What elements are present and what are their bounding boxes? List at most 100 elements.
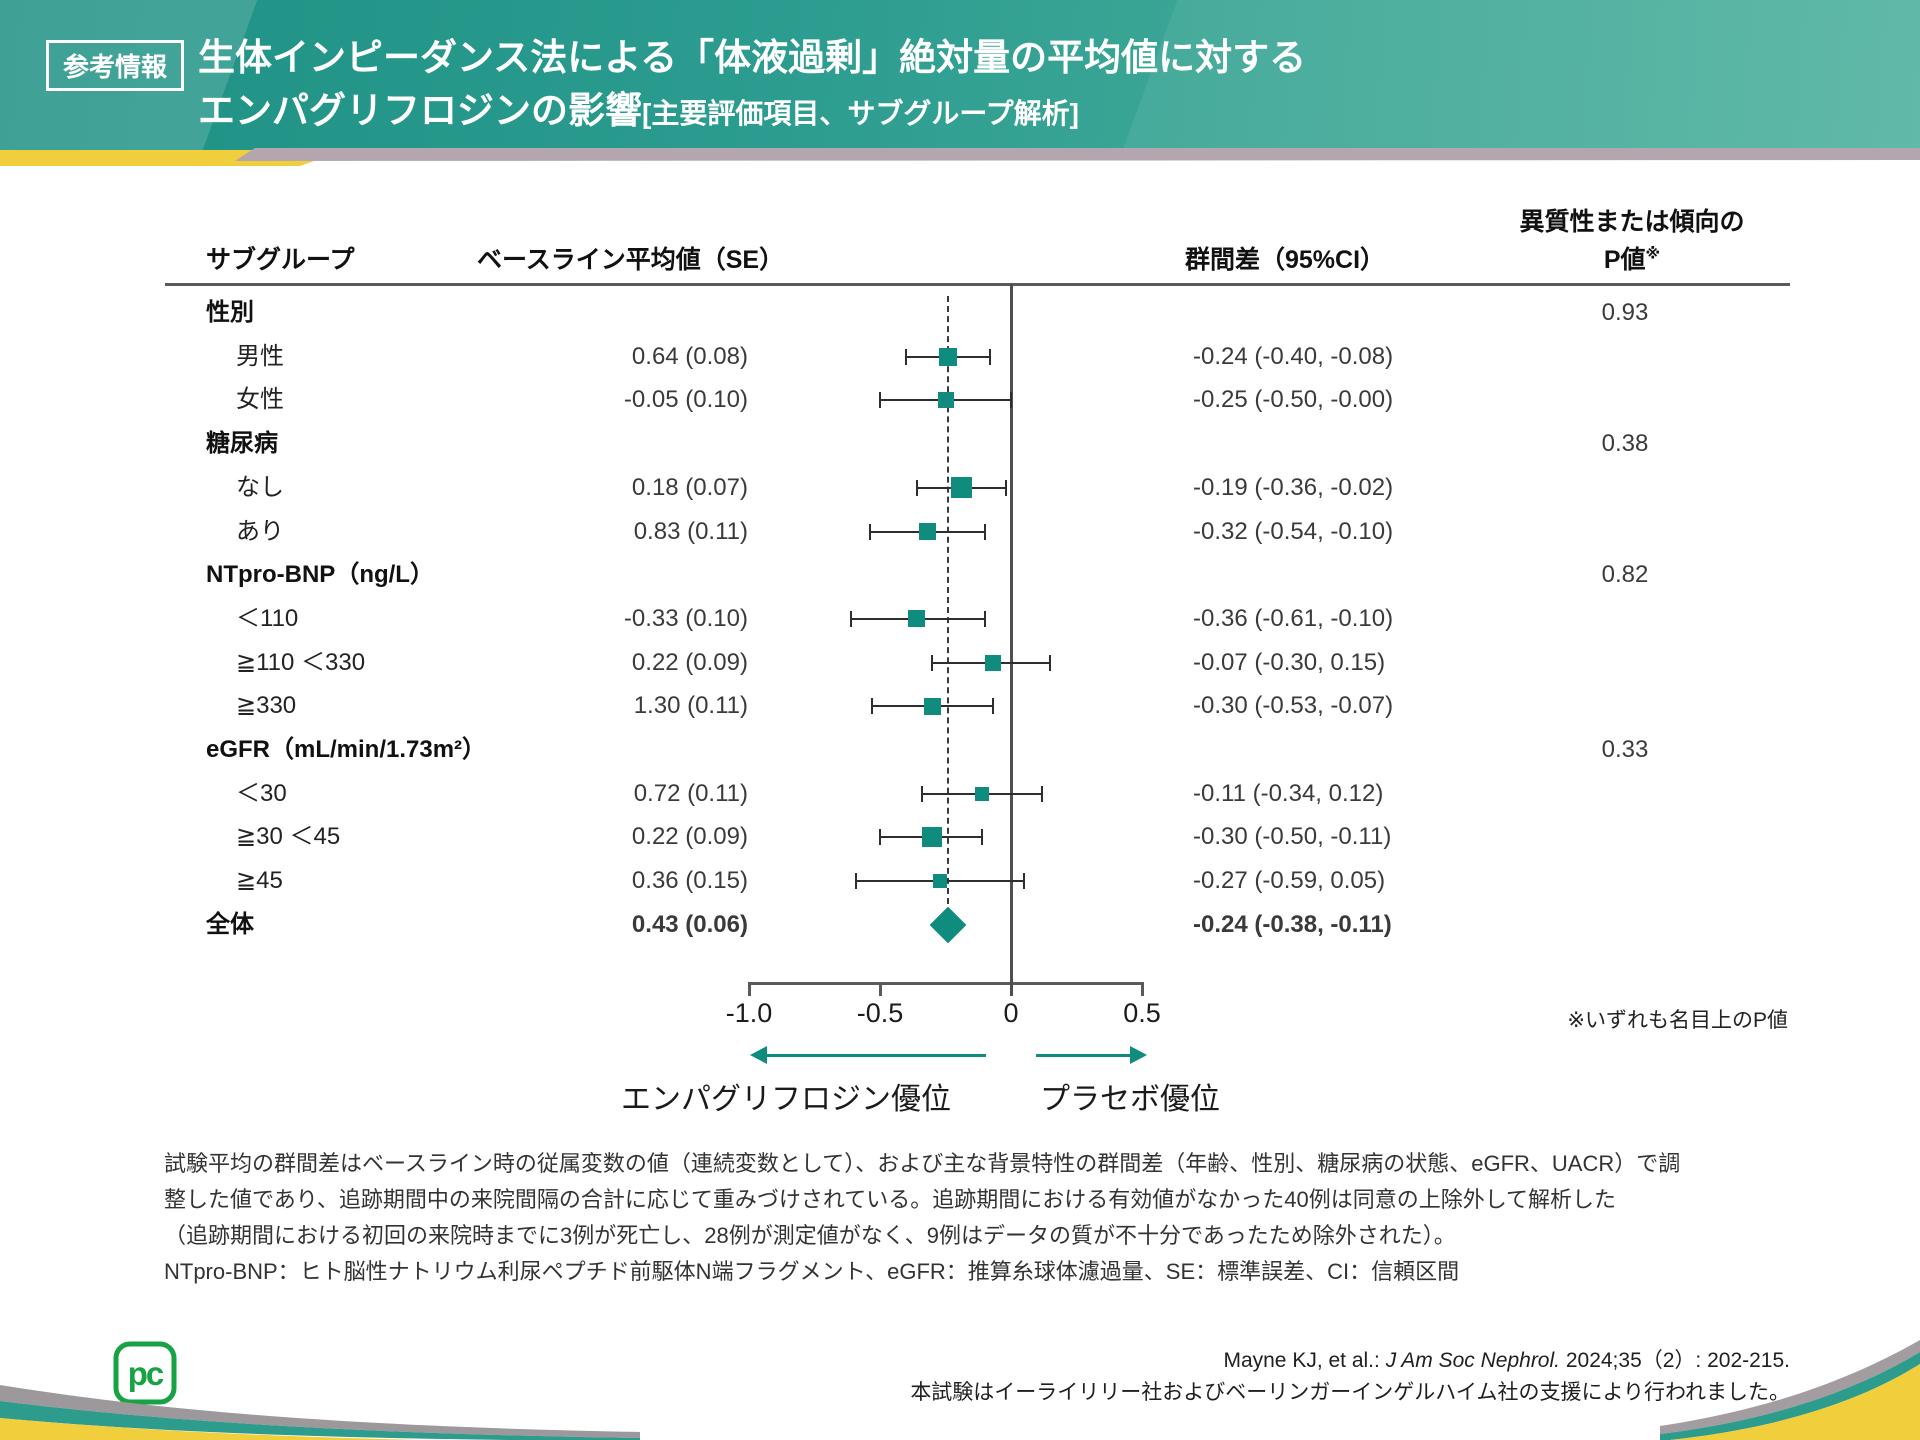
pvalue-cell: 0.93 <box>1601 299 1649 326</box>
favors-left-arrow <box>766 1054 986 1057</box>
point-estimate-marker <box>908 610 926 628</box>
column-header-baseline: ベースライン平均値（SE） <box>477 246 785 274</box>
row-label: 女性 <box>236 386 284 414</box>
favors-right-arrowhead-icon <box>1130 1046 1147 1064</box>
logo-frame <box>113 1341 177 1405</box>
ci-cap <box>855 873 858 890</box>
ci-cap <box>931 654 934 671</box>
baseline-value-cell: 0.18 (0.07) <box>631 473 748 501</box>
diff-value-cell: -0.07 (-0.30, 0.15) <box>1193 648 1386 676</box>
axis-tick-label: 0.5 <box>1123 998 1161 1028</box>
ci-cap <box>915 479 918 496</box>
swoosh-gray <box>1660 1340 1920 1434</box>
baseline-value-cell: 1.30 (0.11) <box>633 692 748 720</box>
baseline-value-cell: -0.05 (0.10) <box>623 386 748 414</box>
overall-dashed-line <box>947 296 949 904</box>
ci-cap <box>983 523 986 540</box>
row-label-group: 糖尿病 <box>206 430 278 458</box>
axis-tick <box>878 982 882 996</box>
pvalue-cell: 0.38 <box>1601 430 1649 458</box>
axis-tick <box>1140 982 1144 996</box>
table-top-rule <box>165 283 1790 286</box>
swoosh-yellow <box>0 1418 422 1440</box>
baseline-value-cell: -0.33 (0.10) <box>623 604 748 632</box>
row-label: 男性 <box>236 342 284 370</box>
ci-cap <box>868 523 871 540</box>
point-estimate-marker <box>933 874 948 889</box>
point-estimate-marker <box>939 347 958 366</box>
baseline-value-cell: 0.83 (0.11) <box>633 517 748 545</box>
point-estimate-marker <box>950 477 972 499</box>
swoosh-gray <box>0 1385 640 1438</box>
page-title-bracket-note: [主要評価項目、サブグループ解析] <box>642 98 1079 129</box>
citation-line: Mayne KJ, et al.: J Am Soc Nephrol. 2024… <box>890 1344 1790 1374</box>
column-header-subgroup: サブグループ <box>206 246 355 274</box>
pvalue-footnote-marker: ※ <box>1645 245 1661 263</box>
row-label: ≧45 <box>236 867 283 895</box>
diff-value-cell: -0.24 (-0.40, -0.08) <box>1193 342 1394 370</box>
row-label: ＜110 <box>236 604 299 632</box>
baseline-value-cell: 0.43 (0.06) <box>631 910 748 938</box>
row-label: なし <box>236 473 284 501</box>
corner-decoration-bottom-right <box>1660 1340 1920 1440</box>
pvalue-header-text: P値 <box>1603 246 1646 274</box>
favors-left-arrowhead-icon <box>750 1046 767 1064</box>
diff-value-cell: -0.36 (-0.61, -0.10) <box>1193 604 1394 632</box>
column-header-pvalue-line1: 異質性または傾向の <box>1519 208 1745 236</box>
axis-line <box>749 982 1144 985</box>
column-header-diff: 群間差（95%CI） <box>1185 246 1386 274</box>
point-estimate-marker <box>918 523 936 540</box>
ci-cap <box>1004 479 1007 496</box>
favors-right-label: プラセボ優位 <box>1040 1083 1220 1116</box>
reference-tag: 参考情報 <box>46 40 185 91</box>
ci-cap <box>879 392 881 409</box>
swoosh-yellow <box>1670 1364 1920 1440</box>
point-estimate-marker <box>937 392 954 409</box>
swoosh-teal <box>0 1401 640 1440</box>
baseline-value-cell: 0.64 (0.08) <box>631 342 748 370</box>
page-title-line2-main: エンパグリフロジンの影響 <box>198 90 642 131</box>
ci-cap <box>983 610 986 627</box>
diff-value-cell: -0.19 (-0.36, -0.02) <box>1193 473 1394 501</box>
point-estimate-marker <box>922 827 943 848</box>
pc-logo: pc <box>113 1341 177 1405</box>
nominal-p-note: ※いずれも名目上のP値 <box>1567 1009 1788 1032</box>
citation-journal: J Am Soc Nephrol. <box>1385 1349 1560 1372</box>
diff-value-cell: -0.25 (-0.50, -0.00) <box>1193 386 1394 414</box>
baseline-value-cell: 0.22 (0.09) <box>631 823 748 851</box>
axis-tick-label: -1.0 <box>725 998 773 1028</box>
logo-text: pc <box>128 1355 164 1392</box>
row-label: ≧30 ＜45 <box>236 823 341 851</box>
swoosh-teal <box>1660 1352 1920 1440</box>
diff-value-cell: -0.11 (-0.34, 0.12) <box>1193 779 1384 807</box>
ci-cap <box>991 698 994 715</box>
diff-value-cell: -0.27 (-0.59, 0.05) <box>1193 867 1386 895</box>
ci-cap <box>1010 392 1012 409</box>
pvalue-cell: 0.33 <box>1601 736 1649 763</box>
point-estimate-marker <box>975 786 990 801</box>
row-label: ≧110 ＜330 <box>236 648 366 676</box>
zero-reference-line <box>1010 284 1013 996</box>
ci-cap <box>981 829 984 846</box>
row-label-group: NTpro-BNP（ng/L） <box>206 561 434 589</box>
column-header-pvalue-line2: P値※ <box>1452 240 1812 276</box>
favors-right-arrow <box>1036 1054 1132 1057</box>
ci-cap <box>920 785 923 802</box>
corner-decoration-bottom-left <box>0 1385 640 1440</box>
citation-authors: Mayne KJ, et al.: <box>1223 1349 1386 1372</box>
ci-cap <box>879 829 881 846</box>
footnote-line: （追跡期間における初回の来院時までに3例が死亡し、28例が測定値がなく、9例はデ… <box>164 1223 1456 1248</box>
divider-stripe <box>0 148 1920 166</box>
footnote-line: 試験平均の群間差はベースライン時の従属変数の値（連続変数として）、および主な背景… <box>164 1151 1681 1176</box>
favors-left-label: エンパグリフロジン優位 <box>621 1083 951 1116</box>
point-estimate-marker <box>984 654 1001 671</box>
ci-cap <box>989 348 992 365</box>
abbreviation-line: NTpro-BNP：ヒト脳性ナトリウム利尿ペプチド前駆体N端フラグメント、eGF… <box>164 1259 1460 1284</box>
ci-cap <box>850 610 853 627</box>
diff-value-cell: -0.24 (-0.38, -0.11) <box>1193 910 1392 938</box>
citation-volume: 2024;35（2）: 202-215. <box>1560 1349 1790 1372</box>
baseline-value-cell: 0.22 (0.09) <box>631 648 748 676</box>
diff-value-cell: -0.32 (-0.54, -0.10) <box>1193 517 1394 545</box>
row-label: ≧330 <box>236 692 297 720</box>
